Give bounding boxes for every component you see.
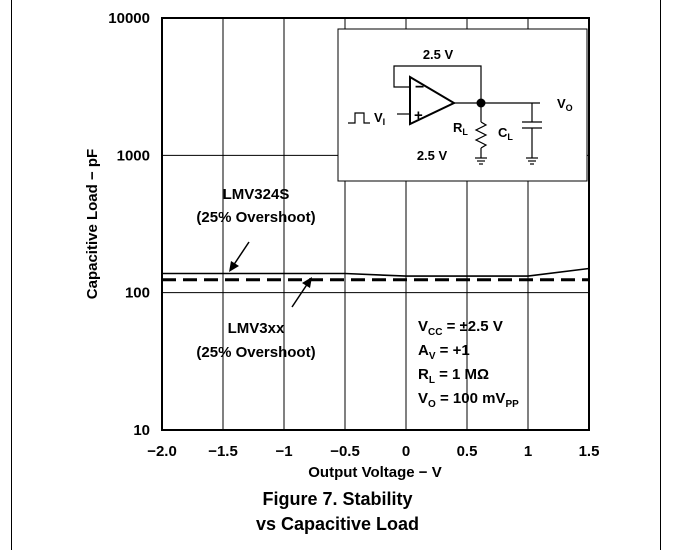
condition-line: AV = +1 [418, 342, 470, 362]
figure-caption-line1: Figure 7. Stability [262, 489, 413, 509]
x-tick-label: 0.5 [457, 443, 478, 460]
condition-symbol: A [418, 342, 429, 359]
circuit-inset: − + 2.5 V 2.5 V VI RL CL VO [337, 28, 588, 182]
supply-bottom-label: 2.5 V [417, 148, 448, 163]
condition-symbol: R [418, 366, 429, 383]
condition-subscript: V [429, 351, 436, 362]
arrow-lmv324s [232, 241, 250, 267]
y-axis-label: Capacitive Load − pF [84, 149, 101, 299]
x-tick-label: −1.5 [208, 443, 238, 460]
arrowhead-lmv3xx [302, 277, 312, 288]
y-tick-label: 100 [125, 285, 150, 302]
tick-labels: −2.0 −1.5 −1 −0.5 0 0.5 1 1.5 10 100 1000 10000 [108, 10, 599, 460]
annotation-lmv3xx-sub: (25% Overshoot) [196, 344, 315, 361]
cl-label-sub: L [507, 132, 513, 142]
x-tick-label: −1 [275, 443, 292, 460]
cl-label: CL [498, 125, 513, 142]
condition-line: VO = 100 mVPP [418, 390, 519, 410]
condition-symbol: V [418, 390, 428, 407]
page-frame [11, 0, 661, 550]
annotation-lmv324s: LMV324S (25% Overshoot) [196, 186, 316, 272]
vo-label-sub: O [566, 103, 573, 113]
x-tick-label: −0.5 [330, 443, 360, 460]
input-label: VI [374, 110, 385, 127]
vo-label-main: V [557, 96, 566, 111]
rl-label-main: R [453, 120, 463, 135]
y-tick-label: 10000 [108, 10, 150, 27]
y-tick-label: 10 [133, 422, 150, 439]
annotation-lmv324s-name: LMV324S [223, 186, 290, 203]
input-label-sub: I [383, 117, 386, 127]
annotation-lmv324s-sub: (25% Overshoot) [196, 209, 315, 226]
rl-label: RL [453, 120, 468, 137]
output-node [476, 98, 486, 108]
condition-line: VCC = ±2.5 V [418, 318, 503, 338]
supply-top-label: 2.5 V [423, 47, 454, 62]
plot-border [161, 17, 590, 431]
condition-value: = ±2.5 V [442, 318, 502, 335]
x-tick-label: −2.0 [147, 443, 177, 460]
circuit-box [337, 28, 588, 182]
series-layer [162, 267, 590, 282]
condition-subscript: CC [428, 327, 442, 338]
condition-symbol: V [418, 318, 428, 335]
condition-value: = 100 mV [436, 390, 506, 407]
condition-line: RL = 1 MΩ [418, 366, 489, 386]
opamp-minus-sign: − [415, 79, 424, 96]
condition-value: = 1 MΩ [435, 366, 489, 383]
opamp-plus-sign: + [414, 107, 423, 124]
y-tick-label: 1000 [117, 147, 150, 164]
rl-label-sub: L [462, 127, 468, 137]
annotation-lmv3xx: LMV3xx (25% Overshoot) [196, 277, 316, 361]
series-line-lmv324s [162, 267, 590, 277]
condition-value: = +1 [436, 342, 470, 359]
x-tick-label: 1.5 [579, 443, 600, 460]
figure-caption-line2: vs Capacitive Load [255, 514, 420, 534]
condition-value-subscript: PP [505, 399, 519, 410]
condition-subscript: O [428, 399, 436, 410]
x-tick-label: 1 [524, 443, 532, 460]
opamp-symbol [409, 75, 457, 126]
x-axis-label: Output Voltage − V [308, 464, 441, 481]
vo-label: VO [557, 96, 573, 113]
cl-label-main: C [498, 125, 508, 140]
arrowhead-lmv324s [229, 261, 239, 272]
circuit-wires [348, 65, 542, 165]
condition-subscript: L [429, 375, 435, 386]
arrow-lmv3xx [291, 282, 309, 308]
annotation-lmv3xx-name: LMV3xx [228, 320, 285, 337]
x-tick-label: 0 [402, 443, 410, 460]
input-label-main: V [374, 110, 383, 125]
